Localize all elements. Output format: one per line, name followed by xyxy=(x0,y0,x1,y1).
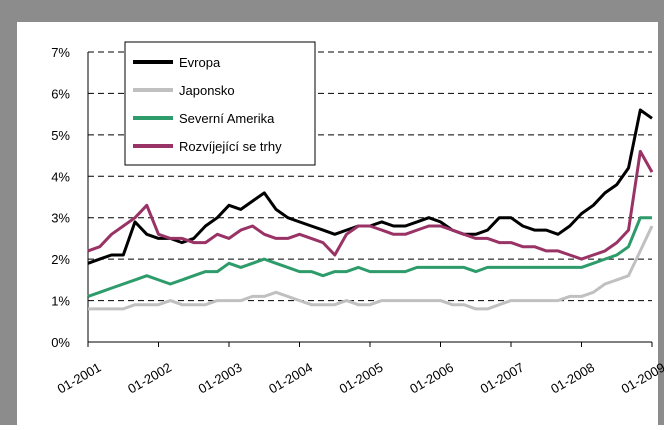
legend-label: Severní Amerika xyxy=(179,111,275,126)
y-tick-label: 4% xyxy=(51,169,70,184)
panel xyxy=(17,22,658,425)
y-tick-label: 7% xyxy=(51,45,70,60)
legend-label: Japonsko xyxy=(179,83,235,98)
y-tick-label: 2% xyxy=(51,252,70,267)
y-tick-label: 6% xyxy=(51,86,70,101)
series-line xyxy=(87,149,654,261)
series-line xyxy=(87,216,652,298)
y-tick-label: 5% xyxy=(51,128,70,143)
series-line xyxy=(88,225,654,311)
y-tick-label: 3% xyxy=(51,211,70,226)
legend-label: Rozvíjející se trhy xyxy=(179,139,282,154)
y-tick-label: 0% xyxy=(51,335,70,350)
legend-label: Evropa xyxy=(179,55,221,70)
y-tick-label: 1% xyxy=(51,294,70,309)
